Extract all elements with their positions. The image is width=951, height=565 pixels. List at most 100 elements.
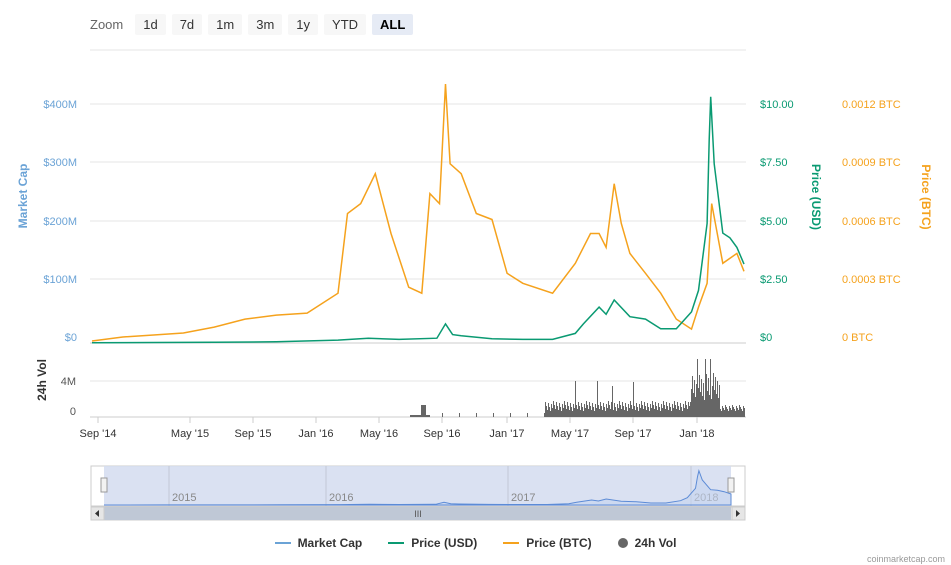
volume-bar	[669, 403, 670, 417]
zoom-button-7d[interactable]: 7d	[171, 14, 203, 35]
legend-item-price-usd[interactable]: Price (USD)	[388, 536, 477, 550]
volume-bar	[619, 401, 620, 417]
volume-bar	[640, 408, 641, 417]
volume-bar	[567, 402, 568, 417]
volume-bar	[493, 413, 494, 417]
volume-bar	[696, 384, 697, 417]
navigator-handle-left[interactable]	[100, 477, 108, 493]
zoom-button-1d[interactable]: 1d	[135, 14, 166, 35]
volume-bar	[565, 405, 566, 417]
volume-bar	[727, 409, 728, 417]
volume-bar	[544, 413, 545, 417]
volume-bar	[628, 404, 629, 417]
volume-bar	[551, 404, 552, 417]
price-usd-tick: $0	[760, 332, 772, 344]
price-btc-tick: 0 BTC	[842, 332, 873, 344]
volume-bar	[587, 405, 588, 417]
market-cap-tick: $300M	[43, 157, 77, 169]
volume-bar	[610, 409, 611, 417]
zoom-button-1m[interactable]: 1m	[208, 14, 243, 35]
navigator-handle-right[interactable]	[727, 477, 735, 493]
navigator[interactable]: 2015 2016 2017 2018	[90, 465, 746, 507]
scrollbar-thumb[interactable]	[104, 507, 731, 520]
volume-bar	[623, 406, 624, 417]
legend-item-volume[interactable]: 24h Vol	[617, 536, 677, 550]
volume-bar	[584, 404, 585, 417]
navigator-selection[interactable]	[104, 466, 731, 506]
x-tick-label: May '15	[171, 428, 209, 440]
volume-bar	[664, 405, 665, 417]
volume-bar	[581, 403, 582, 417]
volume-bar	[668, 410, 669, 417]
volume-bar	[427, 415, 428, 417]
volume-bar	[608, 401, 609, 417]
volume-bar	[624, 410, 625, 417]
volume-bar	[655, 402, 656, 417]
volume-bar	[705, 359, 706, 417]
volume-bar	[711, 399, 712, 417]
zoom-button-3m[interactable]: 3m	[248, 14, 283, 35]
market-cap-tick: $100M	[43, 274, 77, 286]
volume-bar	[649, 411, 650, 417]
volume-bar	[414, 415, 415, 417]
volume-bar	[611, 402, 612, 417]
zoom-button-1y[interactable]: 1y	[288, 14, 319, 35]
volume-bar	[416, 415, 417, 417]
volume-bar	[704, 400, 705, 417]
volume-bar	[656, 406, 657, 417]
volume-bar	[557, 406, 558, 417]
volume-bar	[721, 411, 722, 417]
volume-bar	[576, 405, 577, 417]
scrollbar[interactable]: III	[90, 506, 746, 521]
volume-bar	[442, 413, 443, 417]
volume-bar	[678, 406, 679, 417]
volume-bar	[429, 415, 430, 417]
legend-item-price-btc[interactable]: Price (BTC)	[503, 536, 592, 550]
volume-bar	[604, 407, 605, 417]
volume-bar	[578, 402, 579, 417]
volume-bar	[422, 405, 423, 417]
volume-bar	[570, 403, 571, 417]
volume-bar	[621, 409, 622, 417]
volume-bars	[410, 359, 745, 417]
volume-bar	[647, 403, 648, 417]
volume-bar	[720, 409, 721, 417]
volume-bar	[413, 415, 414, 417]
volume-bar	[716, 394, 717, 417]
volume-bar	[549, 407, 550, 417]
volume-bar	[740, 407, 741, 417]
volume-bar	[642, 405, 643, 417]
volume-bar	[547, 410, 548, 417]
chart-plot: $0 $100M $200M $300M $400M Market Cap 4M…	[16, 49, 933, 521]
volume-bar	[712, 386, 713, 417]
volume-bar	[657, 410, 658, 417]
zoom-button-ytd[interactable]: YTD	[324, 14, 367, 35]
volume-bar	[680, 403, 681, 417]
price-usd-line	[91, 96, 745, 344]
volume-bar	[577, 409, 578, 417]
volume-bar	[689, 406, 690, 417]
volume-bar	[596, 408, 597, 417]
volume-bar	[684, 408, 685, 417]
volume-bar	[732, 405, 733, 417]
volume-bar	[574, 408, 575, 417]
volume-bar	[717, 381, 718, 417]
legend-dot-icon	[617, 538, 628, 548]
volume-bar	[737, 408, 738, 417]
zoom-button-all[interactable]: ALL	[372, 14, 414, 35]
volume-bar	[630, 401, 631, 417]
volume-bar	[601, 406, 602, 417]
volume-bar	[724, 410, 725, 417]
legend-line-icon	[274, 542, 291, 544]
legend-item-market-cap[interactable]: Market Cap	[274, 536, 362, 550]
volume-bar	[697, 359, 698, 417]
volume-bar	[726, 407, 727, 417]
volume-bar	[699, 375, 700, 417]
volume-bar	[670, 407, 671, 417]
legend-label: 24h Vol	[634, 536, 677, 550]
volume-bar	[744, 408, 745, 417]
volume-bar	[729, 406, 730, 417]
volume-bar	[552, 408, 553, 417]
volume-bar	[671, 411, 672, 417]
volume-bar	[733, 407, 734, 417]
